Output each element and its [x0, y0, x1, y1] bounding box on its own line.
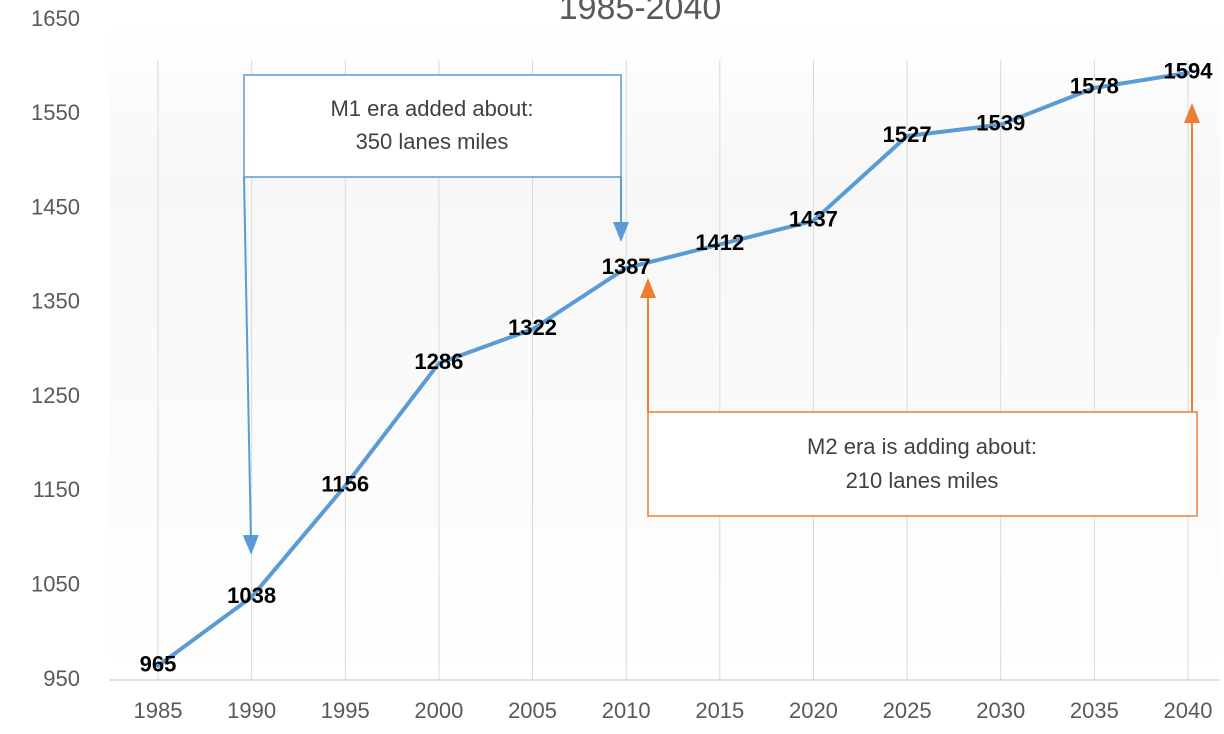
y-tick-label: 1050: [31, 572, 80, 597]
arrow: [242, 176, 259, 555]
x-tick-label: 2020: [789, 698, 838, 723]
y-tick-label: 1650: [31, 6, 80, 31]
data-label: 1578: [1070, 74, 1119, 99]
x-tick-label: 2015: [695, 698, 744, 723]
y-tick-label: 1350: [31, 289, 80, 314]
x-tick-label: 2030: [976, 698, 1025, 723]
series-line: [156, 70, 1190, 668]
data-label: 1527: [883, 122, 932, 147]
x-tick-label: 2010: [602, 698, 651, 723]
data-label: 1322: [508, 315, 557, 340]
annotation-text: 210 lanes miles: [846, 468, 999, 493]
x-tick-label: 2040: [1164, 698, 1213, 723]
x-tick-label: 2005: [508, 698, 557, 723]
data-label: 1156: [321, 472, 369, 497]
y-tick-label: 1250: [31, 383, 80, 408]
annotation-text: M1 era added about:: [330, 96, 533, 121]
y-tick-label: 1550: [31, 100, 80, 125]
data-label: 1437: [789, 207, 838, 232]
x-tick-label: 2000: [414, 698, 463, 723]
x-tick-label: 1995: [321, 698, 370, 723]
x-tick-label: 1990: [227, 698, 276, 723]
y-tick-label: 950: [43, 666, 80, 691]
annotation-text: 350 lanes miles: [356, 129, 509, 154]
annotation-m2: M2 era is adding about: 210 lanes miles: [640, 103, 1200, 517]
x-tick-label: 1985: [134, 698, 183, 723]
annotation-box: [243, 74, 622, 178]
chart-title: 1985-2040: [559, 0, 722, 27]
y-tick-label: 1150: [33, 477, 80, 502]
data-label: 1539: [976, 110, 1025, 135]
data-label: 1412: [695, 230, 744, 255]
x-tick-label: 2025: [883, 698, 932, 723]
data-label: 1387: [602, 254, 651, 279]
annotation-text: M2 era is adding about:: [807, 434, 1037, 459]
data-label: 1038: [227, 583, 276, 608]
y-tick-label: 1450: [31, 194, 80, 219]
annotation-m1: M1 era added about: 350 lanes miles: [242, 74, 629, 555]
x-tick-label: 2035: [1070, 698, 1119, 723]
annotation-box: [647, 411, 1198, 517]
data-label: 1594: [1164, 59, 1214, 84]
data-label: 965: [140, 652, 177, 677]
data-label: 1286: [414, 349, 463, 374]
